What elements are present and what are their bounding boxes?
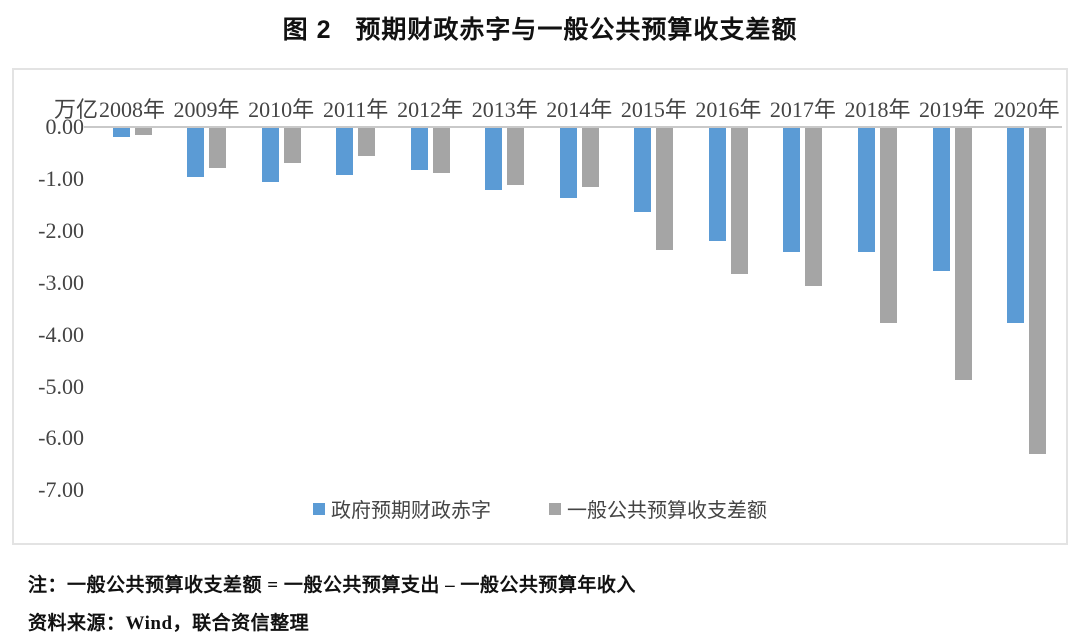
legend-label: 一般公共预算收支差额 [567,500,767,522]
bar-一般公共预算收支差额-2016年 [730,128,748,275]
zero-axis-line [84,126,1062,128]
y-axis-tick--7.00: -7.00 [38,477,84,503]
bar-一般公共预算收支差额-2009年 [209,128,227,169]
x-axis-label-2014年: 2014年 [546,97,613,122]
bar-政府预期财政赤字-2011年 [336,128,354,175]
bar-一般公共预算收支差额-2008年 [134,128,152,135]
chart-area: 万亿 2008年 2009年 2010年 2011年 2012年 2013年 2014年 20… [12,68,1068,545]
x-axis-label-2010年: 2010年 [248,97,315,122]
legend-label: 政府预期财政赤字 [331,500,491,522]
bar-一般公共预算收支差额-2017年 [805,128,823,287]
legend-swatch-gray-icon [549,502,561,515]
bar-政府预期财政赤字-2008年 [112,128,130,138]
y-axis-tick--4.00: -4.00 [38,321,84,347]
x-axis-label-2008年: 2008年 [98,97,166,122]
bar-政府预期财政赤字-2019年 [932,128,950,272]
bar-一般公共预算收支差额-2015年 [656,128,674,251]
bar-政府预期财政赤字-2018年 [858,128,875,252]
bar-一般公共预算收支差额-2019年 [954,128,972,380]
x-axis-label-2020年: 2020年 [993,97,1060,122]
legend: 政府预期财政赤字 一般公共预算收支差额 [14,494,1066,523]
y-axis-tick--6.00: -6.00 [38,425,84,451]
bar-一般公共预算收支差额-2018年 [880,128,897,323]
x-axis-label-2015年: 2015年 [620,97,687,122]
y-axis-tick--3.00: -3.00 [38,269,84,295]
y-axis-tick-0.00: 0.00 [45,114,85,139]
bar-一般公共预算收支差额-2014年 [581,128,599,188]
y-axis-tick--1.00: -1.00 [38,165,84,191]
legend-item-expected-deficit: 政府预期财政赤字 [313,494,491,523]
x-axis-label-2019年: 2019年 [919,97,986,122]
bar-政府预期财政赤字-2010年 [261,128,279,183]
bar-一般公共预算收支差额-2011年 [358,128,376,157]
x-axis-label-2009年: 2009年 [173,97,240,122]
x-axis-label-2013年: 2013年 [471,97,538,122]
bar-政府预期财政赤字-2014年 [559,128,577,199]
note-source: 资料来源：Wind，联合资信整理 [28,613,310,634]
bar-一般公共预算收支差额-2013年 [507,128,525,186]
bar-政府预期财政赤字-2016年 [708,128,726,242]
figure-title: 图 2 预期财政赤字与一般公共预算收支差额 [282,16,798,44]
bar-政府预期财政赤字-2012年 [410,128,428,170]
legend-item-budget-gap: 一般公共预算收支差额 [549,494,767,523]
bar-政府预期财政赤字-2013年 [485,128,503,191]
legend-swatch-blue-icon [313,502,325,515]
bar-政府预期财政赤字-2017年 [783,128,801,252]
x-axis-label-2011年: 2011年 [323,97,389,122]
y-axis-tick--2.00: -2.00 [38,217,84,243]
y-axis-unit-label: 万亿 [54,97,99,122]
y-axis-tick--5.00: -5.00 [38,373,84,399]
x-axis-label-2012年: 2012年 [397,97,464,122]
bar-政府预期财政赤字-2015年 [634,128,652,213]
x-axis-label-2018年: 2018年 [844,97,911,122]
x-axis-label-2017年: 2017年 [769,97,836,122]
x-axis-label-2016年: 2016年 [695,97,762,122]
bar-一般公共预算收支差额-2010年 [283,128,301,164]
bar-一般公共预算收支差额-2012年 [432,128,450,174]
bar-政府预期财政赤字-2009年 [187,128,205,178]
bar-一般公共预算收支差额-2020年 [1029,128,1047,454]
bar-政府预期财政赤字-2020年 [1007,128,1025,324]
note-definition: 注：一般公共预算收支差额 = 一般公共预算支出 – 一般公共预算年收入 [28,575,636,596]
